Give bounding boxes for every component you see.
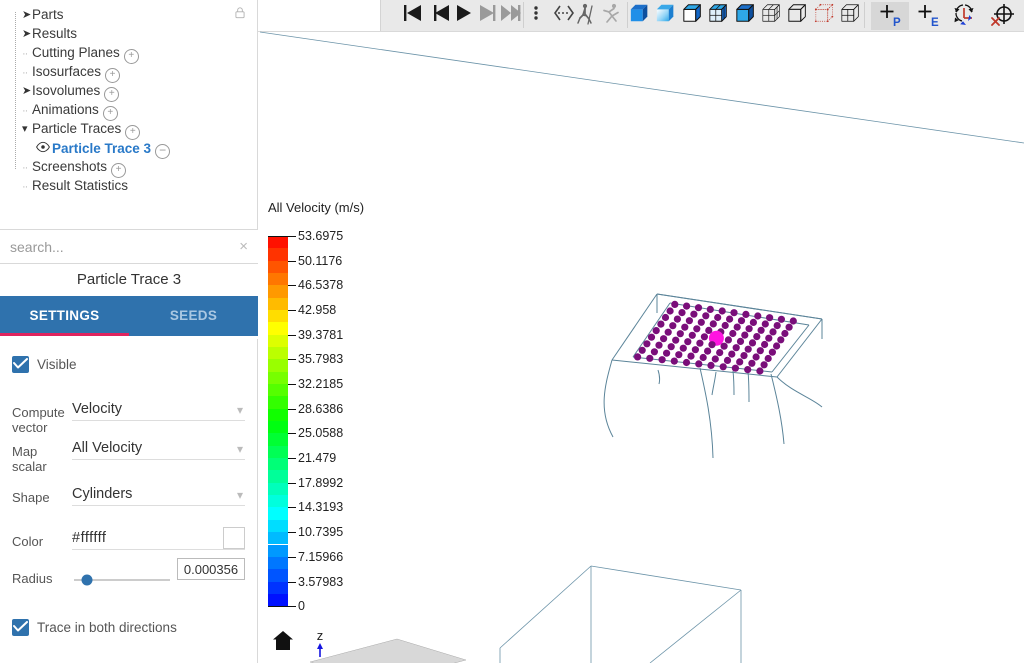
svg-text:E: E: [931, 17, 939, 29]
svg-text:P: P: [893, 17, 901, 29]
